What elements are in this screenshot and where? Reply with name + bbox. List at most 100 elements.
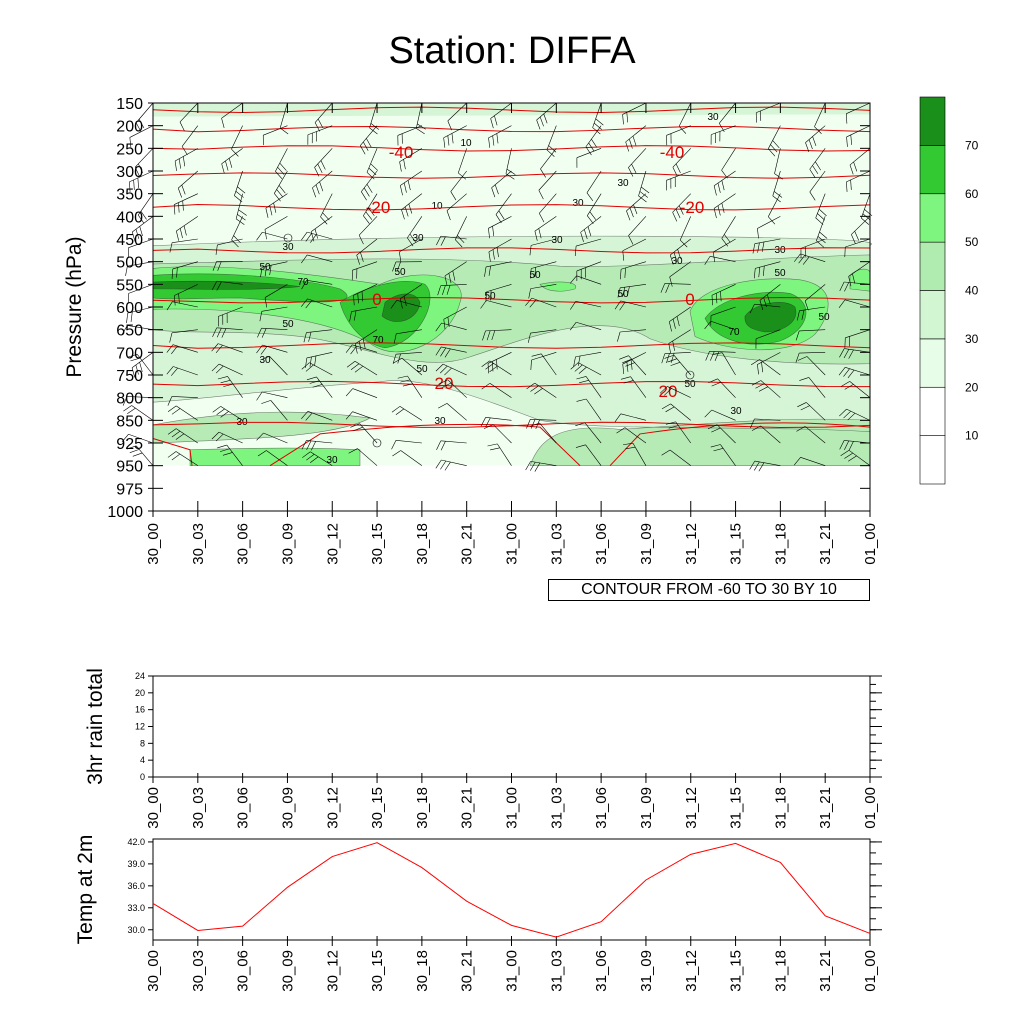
wind-barb-flag: [391, 406, 401, 413]
wind-barb-flag: [138, 119, 145, 129]
shade-contour-label: 30: [282, 242, 294, 253]
wind-barb: [492, 424, 512, 444]
wind-barb: [809, 148, 826, 170]
wind-barb: [754, 303, 781, 308]
wind-barb: [760, 380, 781, 398]
wind-barb-flag: [409, 233, 416, 243]
wind-barb: [816, 216, 826, 241]
wind-barb-flag: [256, 432, 264, 441]
wind-barb: [495, 193, 512, 215]
wind-barb: [352, 344, 378, 353]
wind-barb-flag: [171, 453, 181, 461]
wind-barb: [585, 125, 602, 147]
wind-barb: [626, 193, 647, 212]
wind-barb-flag: [277, 167, 285, 175]
y-tick-label: 12: [135, 722, 145, 732]
wind-barb-flag: [259, 311, 263, 322]
wind-barb-flag: [614, 413, 622, 423]
wind-barb-flag: [534, 231, 538, 241]
wind-barb-flag: [713, 448, 724, 452]
wind-barb-flag: [526, 382, 535, 390]
wind-barb-flag: [711, 427, 721, 433]
wind-barb-flag: [569, 275, 577, 284]
wind-barb-flag: [440, 236, 446, 246]
wind-barb-flag: [839, 281, 845, 292]
wind-barb-flag: [220, 411, 229, 418]
shade-50-small: [540, 281, 576, 292]
wind-barb-flag: [840, 381, 850, 387]
y-tick-label: 550: [116, 277, 143, 294]
wind-barb-flag: [673, 252, 678, 262]
wind-barb-flag: [274, 193, 281, 202]
wind-barb-flag: [843, 368, 850, 377]
wind-barb-flag: [123, 405, 132, 412]
wind-barb-flag: [586, 192, 594, 202]
wind-barb: [137, 193, 154, 216]
wind-barb: [546, 125, 557, 151]
wind-barb-flag: [805, 142, 810, 153]
wind-barb-flag: [455, 239, 463, 248]
wind-barb: [441, 346, 467, 353]
wind-barb-flag: [576, 398, 587, 402]
colorbar-label: 10: [965, 429, 979, 443]
wind-barb: [534, 382, 557, 398]
wind-barb: [306, 352, 333, 359]
wind-barb: [400, 170, 423, 186]
x-tick-label: 31_09: [638, 523, 655, 565]
wind-barb: [628, 216, 647, 236]
x-tick-label: 31_15: [728, 950, 745, 992]
wind-barb: [620, 284, 646, 289]
wind-barb-flag: [279, 162, 287, 171]
isotherm-surface: [152, 437, 193, 466]
chart-title: Station: DIFFA: [388, 30, 636, 72]
wind-barb: [488, 125, 512, 139]
wind-barb-flag: [125, 266, 128, 277]
wind-barb-flag: [584, 229, 588, 240]
y-tick-label: 650: [116, 323, 143, 340]
x-tick-label: 30_03: [190, 523, 207, 565]
wind-barb-flag: [219, 448, 230, 452]
wind-barb: [307, 254, 333, 262]
wind-barb-flag: [844, 384, 854, 390]
wind-barb-flag: [171, 430, 181, 438]
wind-barb-flag: [216, 408, 225, 416]
wind-barb: [755, 261, 781, 269]
wind-barb-flag: [844, 440, 850, 451]
wind-barb: [632, 443, 647, 466]
wind-barb-flag: [491, 187, 496, 198]
wind-barb-flag: [624, 267, 626, 278]
wind-barb-flag: [306, 453, 315, 461]
wind-barb-flag: [360, 252, 364, 262]
wind-barb-flag: [676, 316, 680, 327]
wind-barb-flag: [235, 190, 244, 198]
wind-barb: [447, 379, 467, 398]
isotherm-line: [152, 145, 871, 152]
wind-barb-flag: [222, 452, 233, 456]
shaded-field: [153, 103, 872, 511]
wind-barb-flag: [397, 375, 408, 379]
shade-contour-line: [704, 291, 807, 345]
wind-barb-flag: [840, 450, 850, 457]
wind-barb: [846, 102, 871, 114]
shade-70-mid: [382, 293, 420, 322]
wind-barb-flag: [301, 280, 307, 290]
wind-barb-flag: [366, 138, 372, 148]
wind-barb-flag: [269, 205, 273, 216]
wind-barb-flag: [848, 349, 854, 359]
wind-barb: [800, 238, 826, 249]
x-tick-label: 30_00: [145, 523, 162, 565]
shade-contour-label: 50: [484, 291, 496, 302]
isotherm-label: 20: [435, 374, 454, 393]
wind-barb-flag: [178, 158, 181, 169]
wind-barb-flag: [801, 309, 805, 320]
wind-barb-flag: [488, 137, 491, 148]
wind-barb: [400, 284, 423, 299]
wind-barb-flag: [217, 261, 222, 271]
wind-barb-flag: [279, 127, 289, 135]
wind-barb: [351, 306, 378, 312]
colorbar-swatch: [919, 96, 946, 146]
wind-barb-flag: [211, 280, 218, 291]
wind-barb-flag: [391, 440, 397, 450]
wind-barb-flag: [797, 402, 807, 408]
wind-barb: [809, 170, 826, 193]
